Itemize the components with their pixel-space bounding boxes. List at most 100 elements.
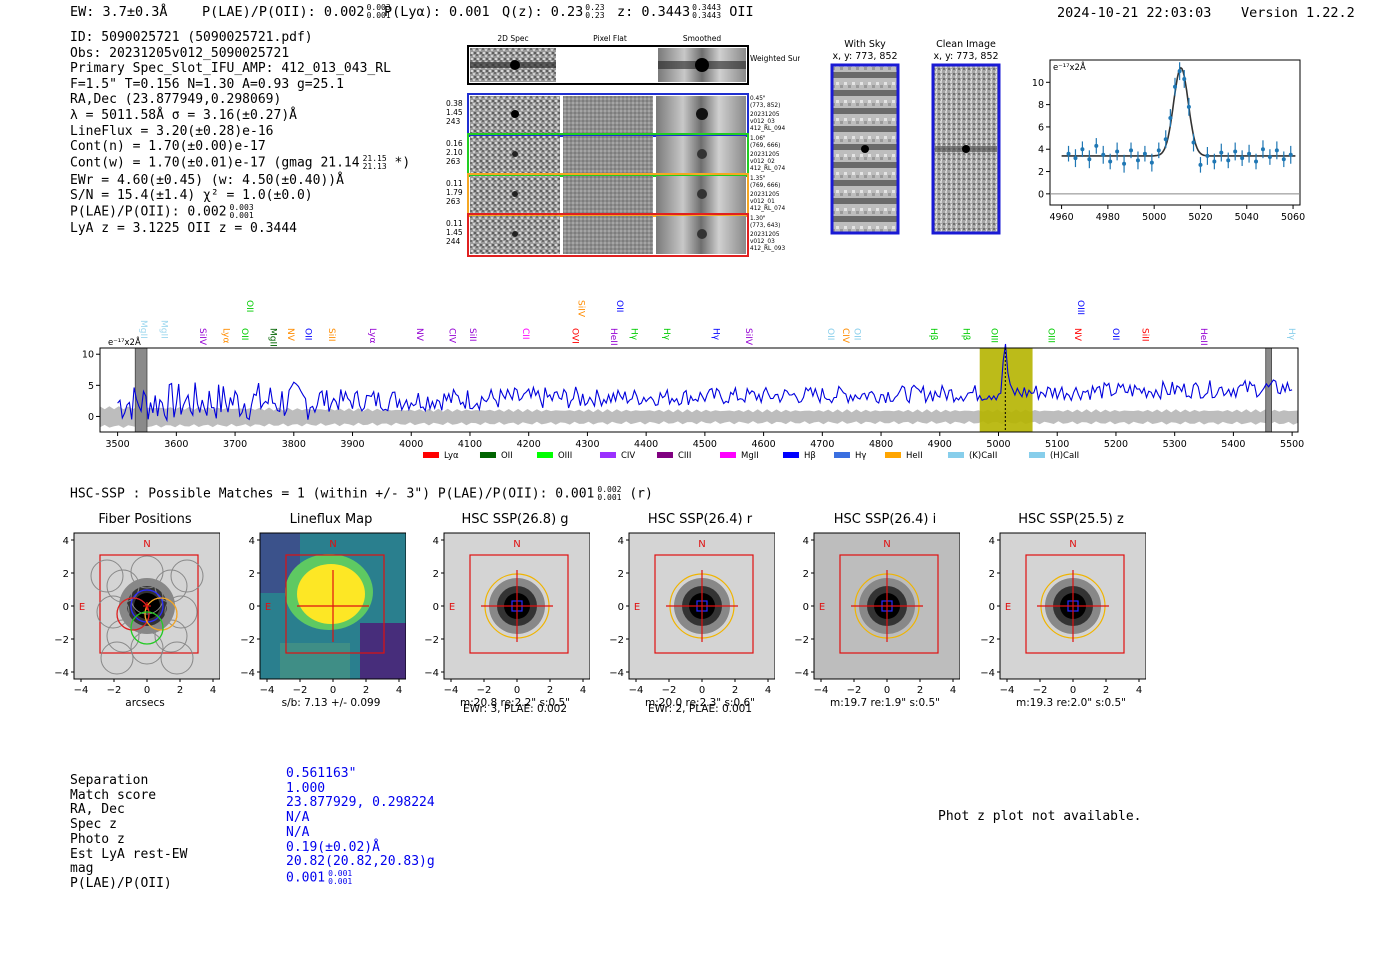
info-line-obs: Obs: 20231205v012_5090025721 [70, 45, 290, 61]
hsc-ytick-label: 0 [618, 602, 624, 613]
cutout-row-3-right-0: 1.35" [750, 176, 766, 182]
fit-data-point [1080, 147, 1085, 152]
spectrum-line-label: NV [285, 328, 295, 342]
header-z: z: 0.3443 0.3443 0.3443 OII [617, 4, 754, 21]
hsc-ytick-label: −2 [609, 635, 624, 646]
east-label: E [79, 602, 85, 613]
fit-data-point [1182, 76, 1187, 81]
fit-data-point [1233, 149, 1238, 154]
spectrum-masked-region [134, 347, 148, 433]
hsc-panel-caption: m:19.7 re:1.9" s:0.5" [830, 697, 940, 709]
info-plae-lower: 0.001 [229, 210, 254, 220]
spectrum-legend-swatch [833, 452, 850, 458]
east-label: E [819, 602, 825, 613]
line-fit-chart: 4960 4980 5000 5020 5040 5060 0 2 4 6 8 10 e⁻¹⁷x2Å [1032, 59, 1305, 223]
hsc-xtick-label: 2 [547, 685, 553, 696]
hsc-panel-title: Fiber Positions [98, 512, 192, 527]
hsc-xtick-label: −4 [260, 685, 275, 696]
spectrum-legend-swatch [479, 452, 496, 458]
spectrum-legend-label: Hγ [855, 451, 866, 461]
hsc-aperture-box [839, 554, 939, 654]
info-line-plae: P(LAE)/P(OII): 0.002 0.003 0.001 [70, 202, 254, 220]
hsc-ytick-label: 2 [618, 569, 624, 580]
hsc-panel-caption: s/b: 7.13 +/- 0.099 [281, 697, 381, 709]
cutout-row-3-right-4: 412_RL_074 [750, 206, 785, 212]
fit-data-point [1240, 156, 1245, 161]
spectrum-line-label: OII [852, 328, 862, 340]
hsc-xtick-label: 4 [950, 685, 956, 696]
sky-images: With Sky x, y: 773, 852 Clean Image x, y… [830, 39, 1001, 235]
cutout-row-1-left-0: 0.38 [446, 99, 463, 108]
fit-data-point [1226, 158, 1231, 163]
north-label: N [883, 539, 890, 550]
hsc-ytick-label: −4 [240, 668, 255, 679]
match-value-lya-ew: 0.19(±0.02)Å [286, 839, 380, 855]
north-label: N [513, 539, 520, 550]
cutout-row-1-right-1: (773, 852) [750, 103, 780, 109]
spectrum-flux-line [117, 343, 1293, 423]
spectrum-xtick-label: 5000 [986, 439, 1010, 450]
cutout-row-1-left-2: 243 [446, 117, 461, 126]
info-gmag-upper: 21.15 [362, 153, 387, 163]
hsc-ytick-label: 2 [63, 569, 69, 580]
header-version: Version 1.22.2 [1241, 5, 1355, 21]
spectrum-line-label: SiIV [743, 328, 753, 346]
hsc-ytick-label: 4 [249, 536, 255, 547]
info-line-slot: Primary Spec_Slot_IFU_AMP: 412_013_043_R… [70, 61, 391, 77]
fit-data-point [1094, 143, 1099, 148]
fiber-circle [154, 619, 188, 653]
hsc-ytick-label: 0 [989, 602, 995, 613]
fit-data-point [1173, 84, 1177, 89]
match-label-lya-ew: Est LyA rest-EW [70, 846, 188, 862]
hsc-summary-upper: 0.002 [597, 485, 622, 494]
spectrum-legend-swatch [719, 452, 736, 458]
weighted-sum-label: Weighted Sum [750, 54, 800, 63]
hsc-xtick-label: −4 [1000, 685, 1015, 696]
hsc-panel-title: Lineflux Map [289, 512, 373, 527]
header-plae-value: P(LAE)/P(OII): 0.002 [202, 4, 365, 20]
cutout-row-2-right-0: 1.06" [750, 136, 766, 142]
fiber-circle [96, 595, 130, 629]
cutout-row-4-right-3: v012_03 [750, 239, 775, 245]
cutout-row-4-right-4: 412_RL_093 [750, 246, 785, 252]
hsc-panel-4: HSC SSP(26.4) i N E 4 2 0 −2 −4 −4 −2 0 2 4 m:19.7 re… [790, 512, 961, 709]
match-plae-upper: 0.001 [328, 868, 353, 878]
fit-data-point [1122, 161, 1127, 166]
fit-xtick-label: 4980 [1096, 212, 1120, 223]
fit-data-point [1212, 159, 1217, 164]
cutout-row-4 [467, 213, 749, 257]
hsc-ytick-label: 4 [989, 536, 995, 547]
fit-data-point [1254, 159, 1259, 164]
north-label: N [1069, 539, 1076, 550]
hsc-panel-title: HSC SSP(25.5) z [1018, 512, 1124, 527]
info-line-lambda: λ = 5011.58Å σ = 3.16(±0.27)Å [70, 107, 297, 123]
fiber-circle [100, 641, 134, 675]
spectrum-line-label: SiII [467, 328, 477, 342]
cutout-grid: 2D Spec Pixel Flat Smoothed Weighted Sum [446, 34, 800, 257]
spectrum-line-label: Hβ [960, 328, 970, 341]
match-values: 0.561163" 1.000 23.877929, 0.298224 N/A … [286, 766, 435, 886]
spectrum-legend-label: Hβ [804, 451, 816, 461]
match-label-mag: mag [70, 861, 94, 877]
clean-image-coords: x, y: 773, 852 [933, 51, 998, 62]
cutout-row-4-right-2: 20231205 [750, 232, 780, 238]
hsc-xtick-label: 2 [363, 685, 369, 696]
full-spectrum-chart: 3500 3600 3700 3800 3900 4000 4100 4200 4300 4400… [82, 300, 1304, 461]
hsc-ytick-label: −2 [424, 635, 439, 646]
spectrum-xtick-label: 3500 [106, 439, 130, 450]
spectrum-ytick-label: 0 [88, 412, 94, 423]
fit-ytick-label: 8 [1038, 100, 1044, 111]
spectrum-line-label: OIII [1045, 328, 1055, 343]
spectrum-legend-swatch [599, 452, 616, 458]
hsc-xtick-label: −4 [74, 685, 89, 696]
spectrum-legend-swatch [536, 452, 553, 458]
fit-data-point [1149, 160, 1154, 165]
spectrum-legend-swatch [656, 452, 673, 458]
spectrum-xtick-label: 4500 [693, 439, 717, 450]
fit-data-point [1066, 151, 1071, 156]
hsc-summary-band: (r) [629, 486, 653, 502]
hsc-panel-title: HSC SSP(26.4) r [647, 512, 753, 527]
match-label-radec: RA, Dec [70, 802, 125, 818]
cutout-row-3-right-1: (769, 666) [750, 183, 780, 189]
fit-data-point [1198, 162, 1203, 167]
